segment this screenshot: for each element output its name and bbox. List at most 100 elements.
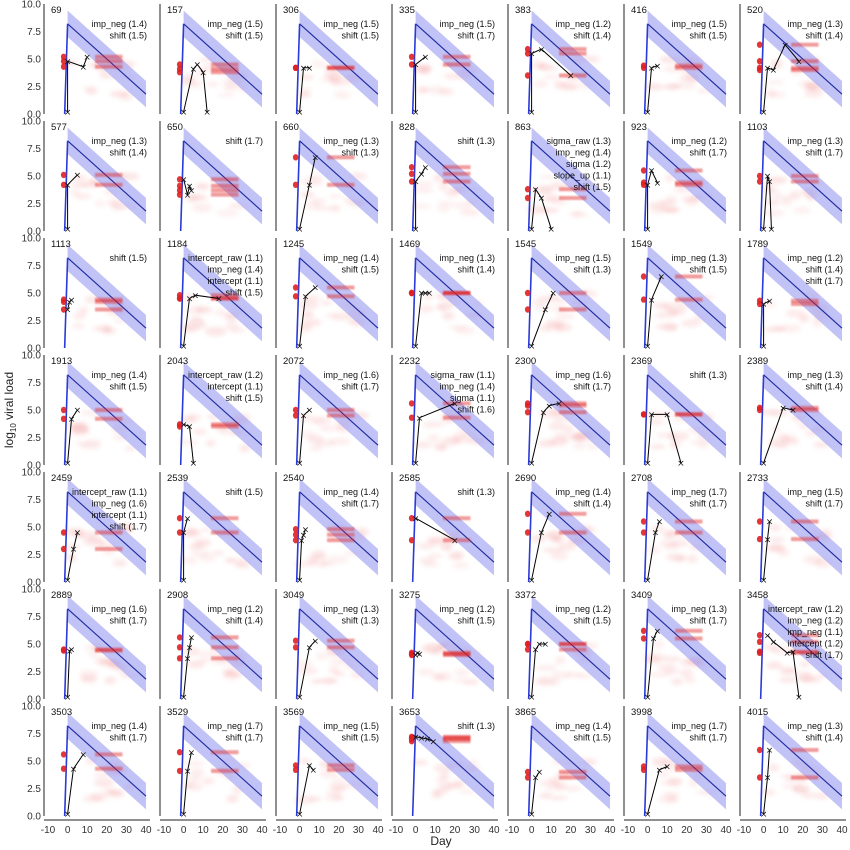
cloud-blob [70, 181, 89, 188]
x-tick-label: 40 [604, 825, 616, 836]
observed-point: × [644, 342, 652, 352]
y-tick-label: 0.0 [27, 461, 41, 472]
cloud-blob [535, 664, 557, 672]
cloud-blob [684, 675, 696, 684]
mean-trajectory [647, 608, 727, 680]
cloud-blob [315, 560, 328, 568]
predictive-streaks [95, 752, 123, 771]
streak [327, 638, 355, 643]
cloud-blob [328, 781, 349, 791]
panel-id: 1549 [631, 239, 652, 250]
cloud-blob [78, 306, 89, 315]
rise-trajectory [63, 608, 69, 700]
x-tick-label: -10 [737, 825, 752, 836]
streak [95, 647, 123, 652]
x-tick-label: 30 [585, 825, 597, 836]
panel-id: 335 [399, 5, 415, 16]
y-axis-label: log10 viral load [2, 372, 18, 448]
red-dot [292, 644, 299, 651]
panel-annotation: imp_neg (1.3) [671, 604, 727, 614]
streak [791, 775, 819, 780]
panel-2232: × × × 2232 sigma_raw (1.1) imp_neg (1.4)sigma… [391, 355, 495, 469]
observed-point: × [296, 810, 304, 820]
cloud-blob [764, 199, 780, 207]
mean-trajectory [763, 23, 843, 95]
panel-annotation: imp_neg (1.2) [671, 136, 727, 146]
panel-id: 1245 [283, 239, 304, 250]
cloud-blob [124, 446, 136, 451]
cloud-blob [180, 415, 197, 424]
observed-point: × [74, 529, 82, 539]
x-tick-label: -10 [273, 825, 288, 836]
panel-annotation: shift (1.5) [109, 382, 147, 392]
predictive-streaks [211, 177, 239, 197]
red-dot [60, 58, 67, 65]
streak [559, 530, 587, 535]
panel-id: 650 [167, 122, 183, 133]
panel-id: 1103 [747, 122, 767, 133]
panel-annotation: imp_neg (1.2) [555, 604, 611, 614]
streak [211, 422, 239, 427]
streak [559, 647, 587, 652]
y-tick-label: 7.5 [27, 144, 41, 155]
cloud-blob [329, 659, 344, 666]
cloud-blob [664, 543, 680, 550]
x-tick-label: 40 [720, 825, 732, 836]
red-dot [292, 412, 299, 419]
observed-point: × [644, 225, 652, 235]
cloud-blob [78, 669, 99, 680]
panel-annotation: imp_neg (1.5) [323, 19, 379, 29]
red-dot [756, 746, 763, 754]
observed-line [531, 771, 540, 814]
cloud-blob [188, 193, 205, 199]
cloud-blob [650, 443, 666, 450]
cloud-blob [198, 658, 212, 663]
red-dot [176, 191, 183, 198]
cloud-blob [436, 201, 455, 207]
rise-trajectory [759, 140, 765, 232]
mean-trajectory [415, 374, 495, 446]
red-dot [408, 178, 415, 185]
predictive-streaks [559, 401, 587, 415]
cloud-blob [422, 294, 434, 300]
predictive-streaks [211, 635, 239, 661]
y-tick-label: 7.5 [27, 378, 41, 389]
cloud-blob [542, 547, 563, 553]
red-dot [640, 763, 647, 770]
panel-annotation: imp_neg (1.5) [671, 19, 727, 29]
observed-point: × [663, 411, 671, 421]
cloud-blob [454, 326, 476, 335]
panel-annotation: imp_neg (1.4) [555, 721, 611, 731]
observed-point: × [424, 735, 432, 745]
observed-point: × [532, 185, 540, 195]
panel-annotation: imp_neg (1.3) [787, 136, 843, 146]
panel-annotation: imp_neg (1.1) [787, 627, 843, 637]
observed-point: × [414, 649, 422, 659]
panel-annotation: shift (1.4) [805, 31, 843, 41]
observed-point: × [184, 655, 192, 665]
streak [791, 302, 819, 306]
predictive-streaks [675, 628, 703, 641]
red-dot [756, 648, 763, 655]
streak [211, 656, 239, 661]
observed-point: × [795, 693, 803, 703]
cloud-blob [309, 444, 323, 451]
cloud-blob [65, 544, 81, 550]
panel-2369: × × × × 2369 shift (1.3) [623, 355, 727, 469]
panel-annotation: shift (1.5) [689, 265, 727, 275]
cloud-blob [651, 757, 671, 767]
x-tick-label: 30 [701, 825, 713, 836]
streak [675, 182, 703, 187]
predictive-streaks [675, 274, 703, 302]
streak [559, 410, 587, 415]
observed-line [67, 409, 78, 463]
cloud-blob [411, 759, 429, 766]
observed-point: × [764, 774, 772, 784]
y-tick-label: 10.0 [22, 351, 42, 362]
observed-line [67, 174, 78, 229]
cloud-blob [418, 304, 435, 314]
y-tick-label: 2.5 [27, 784, 41, 795]
